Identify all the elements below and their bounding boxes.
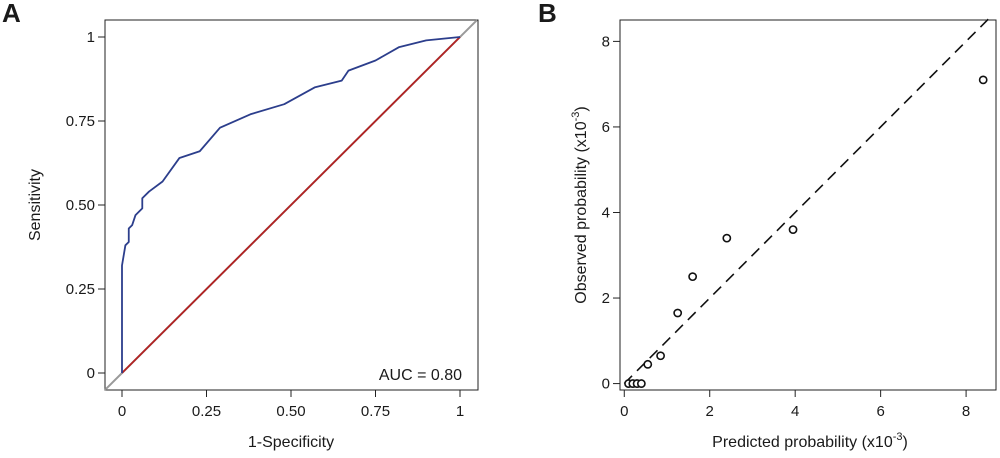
plot-frame-b [619,19,997,391]
x-tick-label-a: 0.50 [276,403,305,420]
identity-reference-line [623,15,993,385]
x-ticks-a: 0 0.25 0.50 0.75 1 [118,390,464,420]
y-ticks-b: 0 2 4 6 8 [602,33,620,393]
reference-line-b [623,15,993,385]
panel-a-roc-chart: A 0 0.25 0.50 0.75 1 0 0.25 0.50 0.75 1 AUC = 0.… [2,0,479,451]
calibration-point [722,233,732,243]
y-tick-label-b: 4 [602,204,610,221]
x-tick-label-a: 1 [456,403,464,420]
x-axis-title-a: 1-Specificity [248,434,334,451]
roc-curve-line [121,36,461,373]
calibration-point [978,75,988,85]
calibration-point [788,225,798,234]
x-axis-title-b: Predicted probability (x10-3) [712,431,908,451]
auc-annotation: AUC = 0.80 [379,367,462,384]
y-tick-label-b: 8 [602,33,610,50]
x-tick-label-b: 8 [962,403,970,420]
y-tick-label-b: 6 [602,119,610,136]
y-tick-label-a: 0 [87,365,95,382]
calibration-point [656,351,665,361]
y-axis-title-b: Observed probability (x10-3) [570,106,590,303]
x-axis-title-b-sup: -3 [893,431,903,443]
calibration-point [688,272,698,282]
x-ticks-b: 0 2 4 6 8 [620,390,970,420]
chance-line [121,36,461,374]
y-tick-label-a: 1 [87,29,95,46]
calibration-point [636,379,646,388]
y-tick-label-b: 0 [602,376,610,393]
x-axis-title-b-end: ) [903,434,908,451]
panel-b-calibration-chart: B 0 2 4 6 8 0 2 4 6 8 Predicted probability (x10… [538,0,997,451]
points-b [624,75,988,388]
y-axis-title-b-main: Observed probability (x10 [573,121,590,303]
x-tick-label-a: 0.25 [192,403,221,420]
panel-label-a: A [2,0,21,28]
x-axis-title-b-main: Predicted probability (x10 [712,434,893,451]
x-tick-label-a: 0.75 [361,403,390,420]
x-tick-label-b: 2 [706,403,714,420]
y-axis-title-b-sup: -3 [570,112,582,122]
calibration-point [673,308,683,318]
x-tick-label-b: 6 [876,403,884,420]
y-tick-label-a: 0.25 [66,281,95,298]
x-tick-label-b: 4 [791,403,799,420]
y-tick-label-a: 0.50 [66,197,95,214]
y-axis-title-a: Sensitivity [27,169,44,241]
y-tick-label-a: 0.75 [66,113,95,130]
y-ticks-a: 0 0.25 0.50 0.75 1 [66,29,105,382]
y-axis-title-b-end: ) [573,106,590,111]
series-a [104,19,478,391]
calibration-point [643,359,653,369]
panel-label-b: B [538,0,557,28]
x-tick-label-a: 0 [118,403,126,420]
x-tick-label-b: 0 [620,403,628,420]
y-tick-label-b: 2 [602,290,610,307]
